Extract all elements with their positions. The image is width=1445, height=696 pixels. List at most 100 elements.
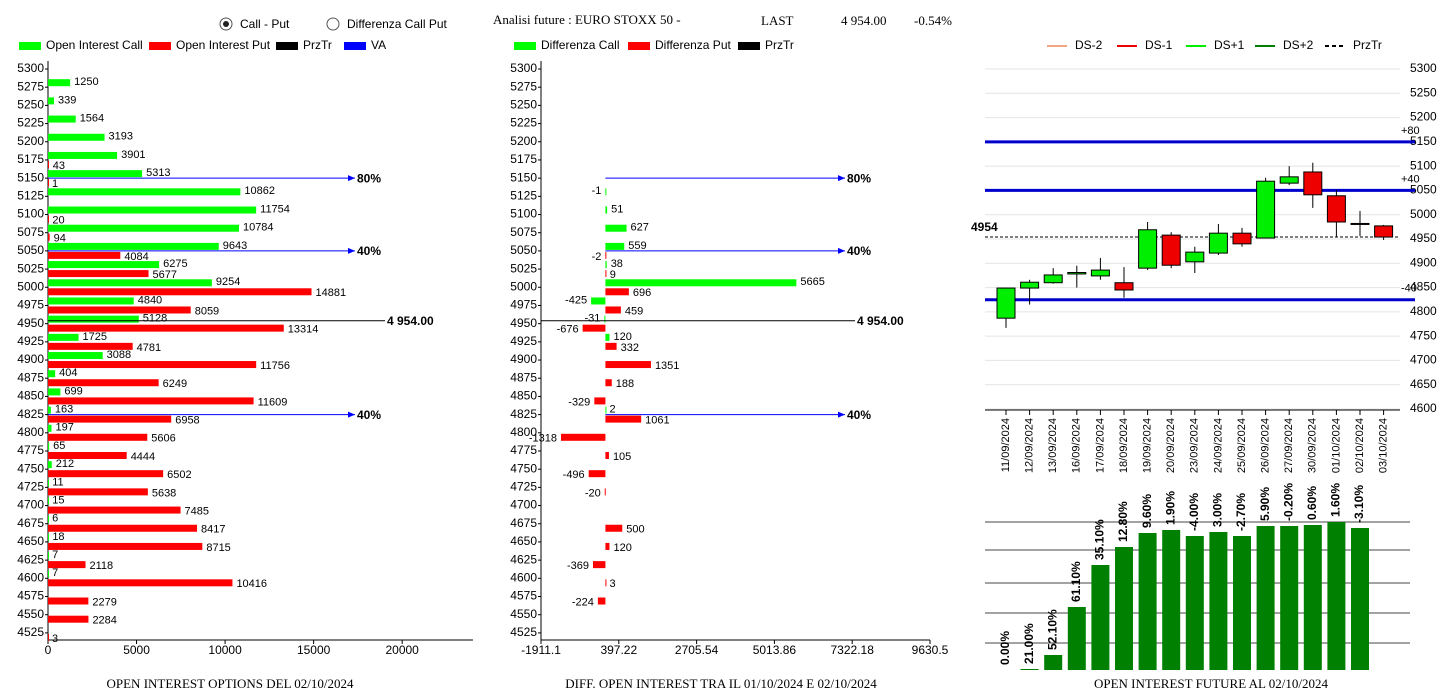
value-label: 459 bbox=[625, 305, 643, 317]
level-label: +80 bbox=[1401, 125, 1420, 137]
value-label: 5665 bbox=[800, 276, 824, 288]
y-tick-label: 4850 bbox=[1410, 280, 1437, 294]
bar bbox=[48, 215, 49, 223]
bar bbox=[605, 451, 609, 459]
y-tick-label: 4575 bbox=[17, 589, 44, 603]
y-tick-label: 4925 bbox=[17, 334, 44, 348]
y-tick-label: 5100 bbox=[17, 207, 44, 221]
value-label: 6 bbox=[52, 513, 58, 525]
bar bbox=[48, 206, 257, 214]
bar bbox=[48, 79, 71, 87]
value-label: 0.00% bbox=[998, 631, 1012, 665]
y-tick-label: 5225 bbox=[17, 116, 44, 130]
y-tick-label: 5175 bbox=[17, 152, 44, 166]
x-tick-label: 15000 bbox=[297, 643, 331, 657]
y-tick-label: 5225 bbox=[510, 116, 537, 130]
bar bbox=[605, 288, 629, 296]
value-label: 2 bbox=[609, 404, 615, 416]
x-tick-label: 5013.86 bbox=[753, 643, 797, 657]
reference-label: 40% bbox=[847, 244, 871, 258]
value-label: 18 bbox=[52, 531, 64, 543]
y-tick-label: 4975 bbox=[510, 298, 537, 312]
value-label: 7 bbox=[52, 549, 58, 561]
value-label: 6249 bbox=[163, 378, 187, 390]
bar bbox=[48, 115, 76, 123]
y-tick-label: 5275 bbox=[17, 79, 44, 93]
y-tick-label: 5025 bbox=[510, 261, 537, 275]
y-tick-label: 4650 bbox=[510, 534, 537, 548]
y-tick-label: 4525 bbox=[510, 625, 537, 639]
y-tick-label: 5150 bbox=[17, 170, 44, 184]
value-label: 4781 bbox=[137, 342, 161, 354]
radio-label[interactable]: Differenza Call Put bbox=[347, 17, 447, 31]
chart-title: OPEN INTEREST OPTIONS DEL 02/10/2024 bbox=[107, 676, 355, 691]
radio-differenza[interactable] bbox=[326, 17, 340, 31]
y-tick-label: 5050 bbox=[1410, 183, 1437, 197]
value-label: 6275 bbox=[163, 258, 187, 270]
radio-label[interactable]: Call - Put bbox=[240, 17, 290, 31]
bar bbox=[48, 251, 121, 259]
y-tick-label: 4950 bbox=[510, 316, 537, 330]
candle-body bbox=[1043, 274, 1063, 284]
y-tick-label: 4975 bbox=[17, 298, 44, 312]
legend-label: Open Interest Call bbox=[46, 38, 143, 52]
value-label: -0.20% bbox=[1281, 483, 1295, 521]
legend-swatch bbox=[276, 42, 298, 50]
bar bbox=[48, 479, 49, 487]
arrow-head bbox=[348, 175, 355, 182]
bar bbox=[48, 406, 51, 414]
bar bbox=[48, 133, 105, 141]
bar bbox=[1233, 536, 1251, 670]
value-label: -329 bbox=[568, 396, 590, 408]
value-label: 10416 bbox=[236, 578, 267, 590]
bar bbox=[605, 206, 608, 214]
y-tick-label: 4725 bbox=[510, 480, 537, 494]
legend-swatch bbox=[628, 42, 650, 50]
y-tick-label: 5000 bbox=[510, 279, 537, 293]
reference-label: 80% bbox=[357, 171, 381, 185]
bar bbox=[48, 433, 148, 441]
bar bbox=[560, 433, 606, 441]
y-tick-label: 5200 bbox=[1410, 110, 1437, 124]
bar bbox=[48, 397, 254, 405]
y-tick-label: 4550 bbox=[510, 607, 537, 621]
y-tick-label: 4700 bbox=[510, 498, 537, 512]
legend-label: DS+2 bbox=[1283, 38, 1314, 52]
bar bbox=[48, 306, 191, 314]
y-tick-label: 5175 bbox=[510, 152, 537, 166]
bar bbox=[48, 533, 49, 541]
x-tick-label: 13/09/2024 bbox=[1047, 418, 1059, 473]
y-tick-label: 4625 bbox=[510, 552, 537, 566]
value-label: -2.70% bbox=[1234, 493, 1248, 531]
value-label: -1 bbox=[592, 185, 602, 197]
value-label: 1351 bbox=[655, 360, 679, 372]
bar bbox=[48, 342, 133, 350]
value-label: 6958 bbox=[175, 415, 199, 427]
bar bbox=[1303, 525, 1322, 670]
y-tick-label: 5250 bbox=[1410, 85, 1437, 99]
value-label: 3 bbox=[610, 578, 616, 590]
y-tick-label: 4950 bbox=[1410, 231, 1437, 245]
value-label: 38 bbox=[611, 258, 623, 270]
bar bbox=[605, 270, 607, 278]
bar bbox=[605, 406, 607, 414]
y-tick-label: 5300 bbox=[510, 61, 537, 75]
value-label: 65 bbox=[53, 440, 65, 452]
bar bbox=[48, 224, 239, 232]
bar bbox=[604, 488, 606, 496]
value-label: 10862 bbox=[244, 185, 275, 197]
bar bbox=[1209, 532, 1228, 670]
value-label: 1564 bbox=[80, 112, 104, 124]
y-tick-label: 4575 bbox=[510, 589, 537, 603]
value-label: 5606 bbox=[151, 433, 175, 445]
legend-swatch bbox=[514, 42, 536, 50]
bar bbox=[605, 579, 607, 587]
x-tick-label: 10000 bbox=[208, 643, 242, 657]
bar bbox=[1020, 669, 1039, 670]
value-label: 1.90% bbox=[1163, 491, 1177, 525]
bar bbox=[48, 233, 50, 241]
value-label: -1318 bbox=[529, 433, 557, 445]
bar bbox=[604, 315, 606, 323]
arrow-head bbox=[838, 411, 845, 418]
legend-label: DS+1 bbox=[1214, 38, 1245, 52]
